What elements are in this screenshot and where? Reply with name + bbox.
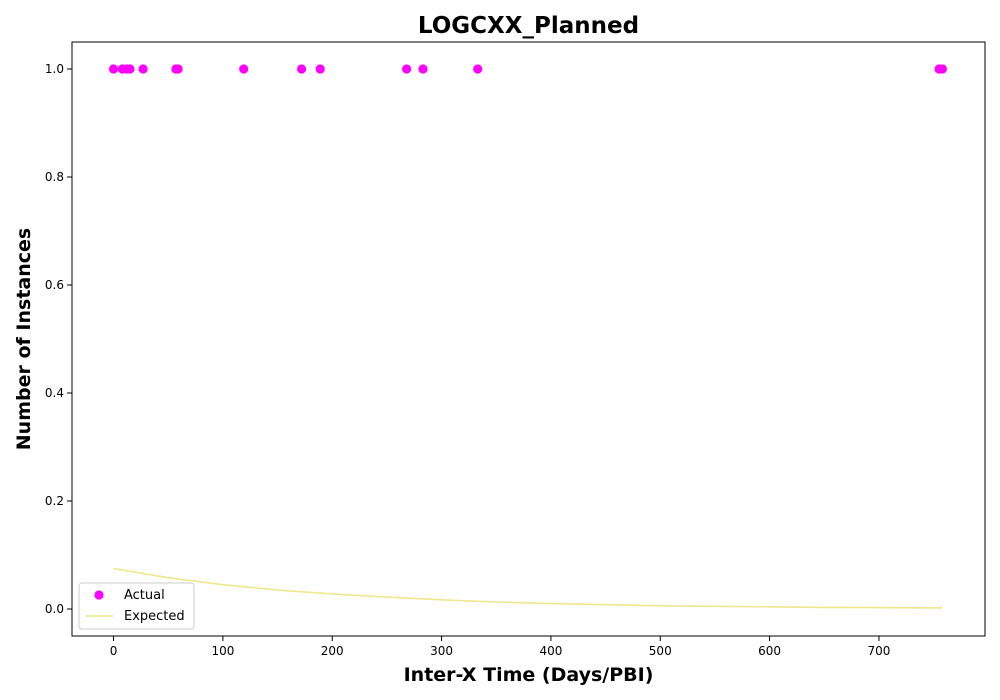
plot-area [71,41,986,637]
x-tick-label: 200 [321,644,344,658]
x-tick-label: 100 [211,644,234,658]
plot-frame [71,41,986,637]
data-point [138,64,148,74]
legend: Actual Expected [78,582,195,630]
legend-label: Actual [124,588,165,603]
x-tick-label: 600 [758,644,781,658]
legend-box [78,582,195,630]
data-point [173,64,183,74]
x-tick-label: 0 [110,644,118,658]
y-tick-label: 0.8 [45,170,64,184]
y-tick-label: 1.0 [45,62,64,76]
series-line-expected [113,567,943,609]
x-axis: 0 100 200 300 400 500 600 700 [110,636,890,658]
x-axis-title: Inter-X Time (Days/PBI) [404,664,654,686]
y-axis: 0.0 0.2 0.4 0.6 0.8 1.0 [45,62,72,616]
data-point [937,64,948,74]
y-tick-label: 0.0 [45,602,64,616]
y-axis-title: Number of Instances [13,228,35,450]
data-point [402,64,412,74]
data-point [108,64,119,74]
y-tick-label: 0.6 [45,278,64,292]
data-point [239,64,249,74]
data-point [418,64,428,74]
data-point [315,64,325,74]
x-tick-label: 300 [430,644,453,658]
legend-marker-actual [94,590,104,600]
x-tick-label: 500 [649,644,672,658]
legend-label: Expected [124,609,185,624]
chart-title: LOGCXX_Planned [418,13,639,39]
x-tick-label: 400 [539,644,562,658]
x-tick-label: 700 [867,644,890,658]
data-point [297,64,307,74]
y-tick-label: 0.4 [45,386,64,400]
data-point [473,64,483,74]
y-tick-label: 0.2 [45,494,64,508]
data-point [125,64,135,74]
